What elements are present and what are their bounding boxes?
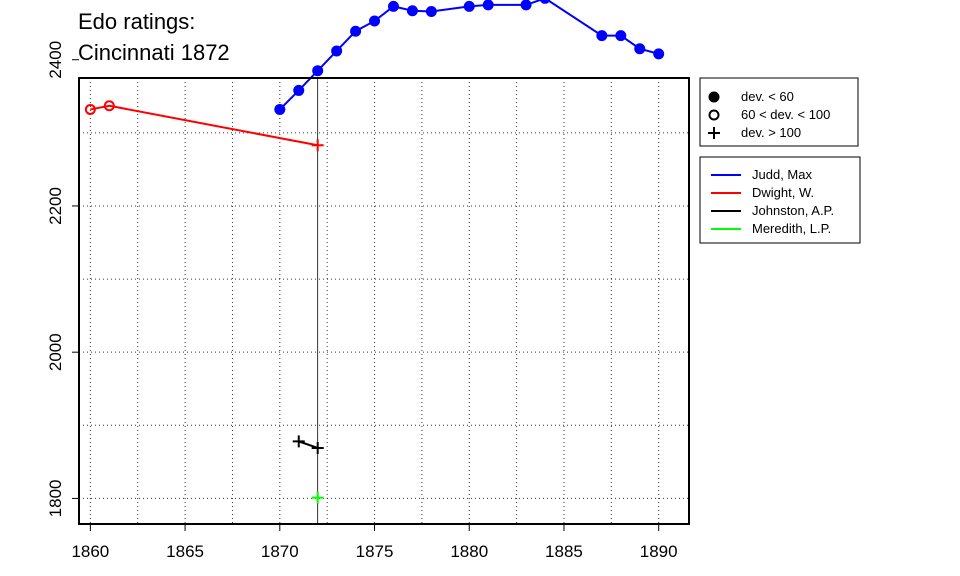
data-point bbox=[311, 441, 324, 454]
legend-symbol-label: dev. < 60 bbox=[741, 89, 794, 104]
series-layer bbox=[84, 0, 665, 504]
data-point bbox=[274, 103, 286, 115]
data-point bbox=[312, 65, 324, 77]
chart-title-line-1: Edo ratings: bbox=[78, 9, 196, 34]
x-tick-label: 1890 bbox=[640, 542, 678, 561]
legend-symbol-icon bbox=[708, 91, 720, 103]
y-tick-label: 1800 bbox=[46, 479, 65, 517]
data-point bbox=[653, 48, 665, 60]
data-point bbox=[311, 139, 324, 152]
data-point bbox=[634, 43, 646, 55]
chart-title-line-2: Cincinnati 1872 bbox=[78, 40, 230, 65]
series-line bbox=[298, 440, 319, 449]
x-tick-label: 1865 bbox=[166, 542, 204, 561]
series-line bbox=[90, 104, 318, 147]
legend-symbol-icon bbox=[708, 127, 720, 139]
x-tick-label: 1875 bbox=[356, 542, 394, 561]
data-point bbox=[387, 0, 399, 12]
data-point bbox=[369, 15, 381, 27]
legend-series-label: Judd, Max bbox=[752, 167, 812, 182]
legend-series-label: Meredith, L.P. bbox=[752, 221, 831, 236]
symbol-legend: dev. < 60 60 < dev. < 100 dev. > 100 bbox=[699, 77, 859, 147]
y-tick-label: 2400 bbox=[46, 41, 65, 79]
legend-symbol-label: 60 < dev. < 100 bbox=[741, 107, 830, 122]
data-point bbox=[84, 103, 96, 115]
axes: 1860 1865 1870 1875 1880 1885 1890 1800 2000 2200… bbox=[46, 41, 678, 561]
x-tick-label: 1885 bbox=[545, 542, 583, 561]
data-point bbox=[293, 84, 305, 96]
data-point bbox=[350, 25, 362, 37]
legend-series-label: Johnston, A.P. bbox=[752, 203, 834, 218]
data-point bbox=[292, 435, 305, 448]
series-legend: Judd, Max Dwight, W. Johnston, A.P. Meredit… bbox=[699, 156, 861, 244]
data-point bbox=[482, 0, 494, 11]
data-point bbox=[520, 0, 532, 11]
x-tick-label: 1860 bbox=[71, 542, 109, 561]
data-point bbox=[103, 100, 115, 112]
data-point bbox=[539, 0, 551, 4]
data-point bbox=[596, 30, 608, 42]
data-point bbox=[615, 30, 627, 42]
y-tick-label: 2200 bbox=[46, 187, 65, 225]
grid bbox=[79, 78, 689, 524]
y-tick-label: 2000 bbox=[46, 333, 65, 371]
data-point bbox=[406, 5, 418, 17]
data-point bbox=[331, 45, 343, 57]
data-point bbox=[425, 5, 437, 17]
plot-frame bbox=[78, 77, 690, 525]
legend-series-label: Dwight, W. bbox=[752, 185, 814, 200]
legend-symbol-icon bbox=[708, 109, 720, 121]
data-point bbox=[463, 0, 475, 12]
symbol-legend-box bbox=[699, 77, 859, 147]
legend-symbol-label: dev. > 100 bbox=[741, 125, 801, 140]
x-tick-label: 1870 bbox=[261, 542, 299, 561]
x-tick-label: 1880 bbox=[450, 542, 488, 561]
data-point bbox=[311, 491, 324, 504]
